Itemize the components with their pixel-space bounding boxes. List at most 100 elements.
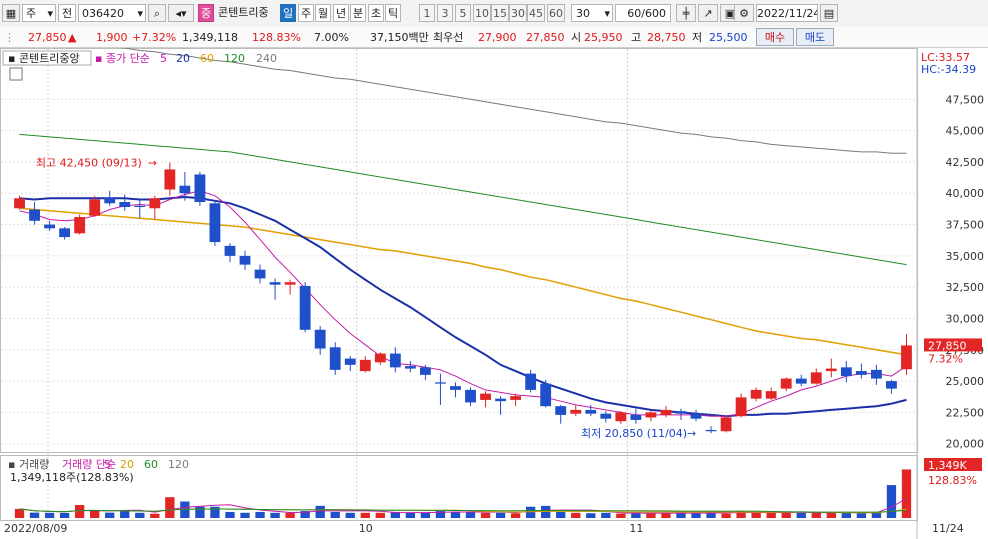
calendar-icon[interactable]: ▤	[820, 4, 838, 22]
candle-body	[855, 371, 867, 375]
candle-body	[359, 359, 371, 372]
price-axis: 47,500 45,000 42,500 40,000 37,500 35,000 32,5…	[946, 93, 985, 450]
volume-bar	[736, 511, 746, 518]
y-tick-label: 25,000	[946, 375, 985, 388]
sell-button[interactable]: 매도	[796, 28, 834, 46]
volume-bar	[390, 511, 401, 518]
tab-2[interactable]: 월	[315, 4, 331, 22]
legend-period-240: 240	[256, 52, 277, 65]
volume-bar	[270, 512, 280, 518]
legend: ▪ 콘텐트리중앙 ▪ 종가 단순 5 20 60 120 240 LC:33.57HC:-34…	[2, 50, 976, 484]
volume-bar	[300, 511, 310, 518]
date-axis: 2022/08/09 10 11 11/24	[4, 522, 964, 535]
candle-body	[540, 383, 552, 407]
code-input[interactable]: 036420 ▾	[78, 4, 146, 22]
candle-body	[735, 397, 747, 417]
tab-5[interactable]: 초	[368, 4, 384, 22]
gear-icon[interactable]: ⚙	[734, 4, 754, 22]
tab-6[interactable]: 틱	[385, 4, 401, 22]
page-count[interactable]: 60/600	[615, 4, 671, 22]
candle-body	[435, 382, 446, 384]
volume-bar	[525, 506, 536, 518]
y-tick-label: 47,500	[946, 93, 985, 106]
candle-body	[840, 367, 852, 377]
volume-tag-bg	[924, 458, 982, 471]
candle-body	[344, 358, 356, 365]
period-select-value: 주	[26, 7, 37, 20]
minute-option-1[interactable]: 1	[419, 4, 435, 22]
minute-option-3[interactable]: 3	[437, 4, 453, 22]
minute-option-5[interactable]: 5	[455, 4, 471, 22]
chevron-down-icon: ▾	[137, 7, 143, 20]
tab-3[interactable]: 년	[333, 4, 349, 22]
vertical-grid	[47, 49, 628, 520]
volume-bar	[721, 513, 731, 518]
volume-bar	[811, 512, 821, 518]
hc-label: HC:-34.39	[921, 63, 976, 76]
volume-bar	[285, 512, 295, 518]
candle-body	[239, 255, 251, 265]
volume-bar	[450, 511, 461, 518]
candle-body	[44, 224, 55, 229]
volume: 1,349,118	[182, 31, 238, 44]
minute-option-60[interactable]: 60	[547, 4, 565, 22]
moving-averages	[19, 48, 907, 418]
candle-body	[269, 282, 281, 285]
candle-body	[314, 329, 326, 349]
y-tick-label: 32,500	[946, 281, 985, 294]
candle-body	[645, 412, 657, 418]
menu-icon[interactable]: ⋮	[4, 31, 15, 44]
candlestick-chart[interactable]: 47,500 45,000 42,500 40,000 37,500 35,000 32,5…	[0, 48, 988, 539]
candle-body	[675, 411, 687, 414]
candle-body	[720, 417, 732, 432]
volume-bar	[360, 512, 370, 518]
price-tag: 27,850	[928, 339, 967, 352]
date-input[interactable]: 2022/11/24	[756, 4, 818, 22]
minute-option-15[interactable]: 15	[491, 4, 509, 22]
volume-bar	[135, 512, 145, 518]
search-icon[interactable]: ⌕	[148, 4, 166, 22]
minute-option-10[interactable]: 10	[473, 4, 491, 22]
candle-body	[254, 269, 266, 279]
volume-bar	[14, 508, 25, 518]
tab-1[interactable]: 주	[298, 4, 314, 22]
count-select[interactable]: 30 ▾	[571, 4, 613, 22]
y-tick-label: 37,500	[946, 219, 985, 232]
tab-4[interactable]: 분	[350, 4, 366, 22]
volume-bar	[315, 505, 325, 518]
volume-panel-title: ▪ 거래량	[8, 458, 49, 471]
speaker-icon[interactable]: ◂▾	[168, 4, 194, 22]
minute-option-30[interactable]: 30	[509, 4, 527, 22]
candle-body	[690, 413, 702, 419]
volume-bar	[405, 512, 416, 518]
candle-body	[420, 367, 431, 375]
y-tick-label: 45,000	[946, 125, 985, 138]
volume-period-5: 5	[104, 458, 111, 471]
minute-option-45[interactable]: 45	[527, 4, 545, 22]
volume-panel-indicator: 거래량 단순	[62, 458, 116, 471]
draw-icon[interactable]: ↗	[698, 4, 718, 22]
low-label: 저	[692, 31, 703, 44]
volume-bar	[59, 512, 70, 518]
candle-icon[interactable]: ╪	[676, 4, 696, 22]
candle-body	[525, 373, 537, 390]
pct-tag: 7.32%	[928, 352, 963, 365]
buy-button[interactable]: 매수	[756, 28, 794, 46]
candle-body	[465, 389, 476, 403]
x-tick-label: 11/24	[932, 522, 964, 535]
volume-bar	[165, 497, 175, 518]
y-tick-label: 40,000	[946, 187, 985, 200]
period-select[interactable]: 주 ▾	[22, 4, 56, 22]
legend-stock-name: ▪ 콘텐트리중앙	[8, 52, 80, 65]
x-tick-label: 10	[359, 522, 373, 535]
candle-body	[585, 409, 597, 414]
ma60-line	[19, 207, 907, 356]
volume-bar	[480, 512, 491, 518]
volume-bar	[871, 512, 882, 518]
prev-button[interactable]: 전	[58, 4, 76, 22]
code-value: 036420	[82, 7, 124, 20]
grid-icon[interactable]: ▦	[2, 4, 20, 22]
ma20-line	[19, 195, 907, 418]
candle-body	[29, 209, 40, 221]
tab-0[interactable]: 일	[280, 4, 296, 22]
